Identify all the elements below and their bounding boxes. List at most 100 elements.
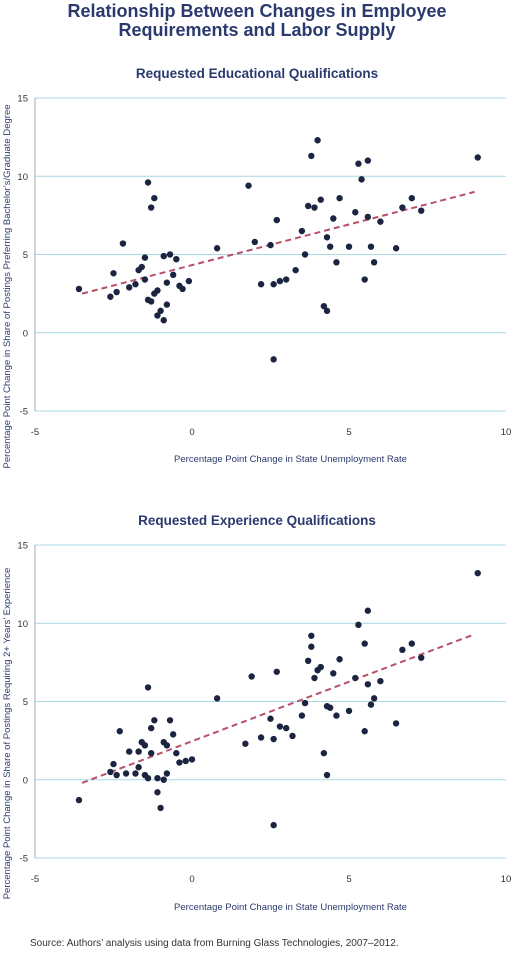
data-point (132, 281, 139, 288)
data-point (144, 179, 152, 186)
data-point (154, 287, 161, 294)
data-point (75, 796, 83, 804)
main-title: Relationship Between Changes in Employee… (0, 2, 514, 40)
main-title-line2: Requirements and Labor Supply (118, 20, 396, 40)
main-title-line1: Relationship Between Changes in Employee (67, 1, 447, 21)
data-point (151, 194, 158, 202)
data-point (160, 317, 167, 324)
x-tick-label: 10 (501, 427, 512, 438)
data-point (179, 285, 186, 293)
x-axis-label: Percentage Point Change in State Unemplo… (174, 902, 407, 913)
data-point (273, 668, 280, 675)
data-point (399, 646, 406, 654)
data-point (283, 724, 290, 732)
data-point (154, 789, 161, 796)
data-point (326, 704, 334, 711)
y-axis-label: Percentage Point Change in Share of Post… (2, 104, 13, 468)
data-point (361, 728, 368, 735)
data-point (166, 717, 174, 724)
x-axis-label: Percentage Point Change in State Unemplo… (174, 454, 407, 465)
y-tick-label: 0 (23, 328, 28, 339)
data-point (116, 728, 123, 735)
data-point (107, 293, 114, 300)
data-point (110, 270, 117, 277)
data-point (147, 204, 155, 211)
data-point (298, 227, 306, 235)
data-point (364, 681, 372, 688)
data-point (126, 284, 133, 291)
data-point (163, 770, 171, 777)
data-point (151, 717, 158, 724)
data-point (270, 821, 277, 829)
data-point (361, 276, 368, 283)
data-point (270, 735, 277, 743)
data-point (355, 160, 362, 167)
x-tick-label: 5 (346, 874, 351, 885)
data-point (182, 757, 189, 765)
data-point (160, 252, 167, 260)
data-point (276, 277, 284, 285)
data-point (213, 245, 221, 252)
data-point (311, 204, 318, 211)
data-point (308, 643, 315, 650)
data-point (147, 724, 155, 732)
data-point (257, 734, 265, 741)
data-point (245, 182, 252, 189)
data-point (144, 774, 152, 782)
data-point (392, 245, 400, 252)
data-point (119, 240, 127, 247)
data-point (336, 194, 343, 202)
x-tick-label: -5 (31, 427, 39, 438)
x-tick-label: 0 (189, 427, 194, 438)
data-point (257, 281, 265, 288)
data-point (364, 213, 372, 221)
trend-line (81, 190, 475, 295)
data-point (377, 218, 384, 225)
data-point (355, 621, 362, 629)
data-point (364, 607, 372, 614)
data-point (154, 774, 161, 782)
data-point (267, 715, 274, 722)
data-point (185, 277, 193, 285)
x-tick-label: -5 (31, 874, 39, 885)
data-point (301, 699, 309, 707)
data-point (248, 673, 255, 680)
data-point (113, 288, 120, 296)
data-point (367, 243, 375, 250)
data-point (122, 770, 130, 777)
data-point (399, 204, 406, 211)
data-point (147, 749, 155, 757)
data-point (392, 720, 400, 727)
y-tick-label: 10 (17, 619, 28, 630)
data-point (418, 207, 425, 214)
data-point (126, 748, 133, 755)
data-point (336, 656, 343, 663)
data-point (160, 776, 167, 783)
data-point (75, 285, 83, 293)
data-point (141, 742, 149, 749)
data-point (273, 216, 280, 224)
data-point (283, 276, 290, 283)
data-point (308, 632, 315, 639)
data-point (173, 255, 180, 263)
data-point (330, 215, 337, 222)
data-point (377, 677, 384, 685)
x-tick-label: 10 (501, 874, 512, 885)
chart-title-experience: Requested Experience Qualifications (138, 513, 376, 528)
data-point (333, 259, 340, 266)
data-point (304, 657, 312, 665)
x-tick-label: 0 (189, 874, 194, 885)
data-point (308, 152, 315, 160)
data-point (135, 748, 142, 755)
data-point (317, 663, 324, 671)
data-point (267, 241, 274, 249)
data-point (333, 712, 340, 719)
data-point (358, 176, 365, 183)
data-point (311, 674, 318, 682)
data-point (418, 654, 425, 661)
data-point (320, 302, 328, 310)
data-point (352, 674, 359, 682)
y-tick-label: 10 (17, 172, 28, 183)
data-point (289, 732, 296, 740)
data-point (147, 298, 155, 305)
